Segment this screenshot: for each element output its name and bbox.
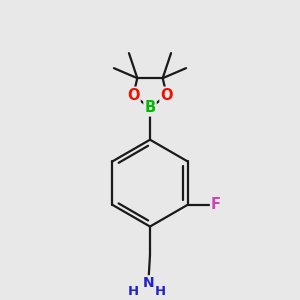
Text: N: N	[142, 276, 154, 290]
Text: B: B	[144, 100, 156, 116]
Text: O: O	[160, 88, 173, 103]
Text: H: H	[154, 285, 166, 298]
Text: F: F	[211, 197, 221, 212]
Text: O: O	[127, 88, 140, 103]
Text: H: H	[128, 285, 139, 298]
